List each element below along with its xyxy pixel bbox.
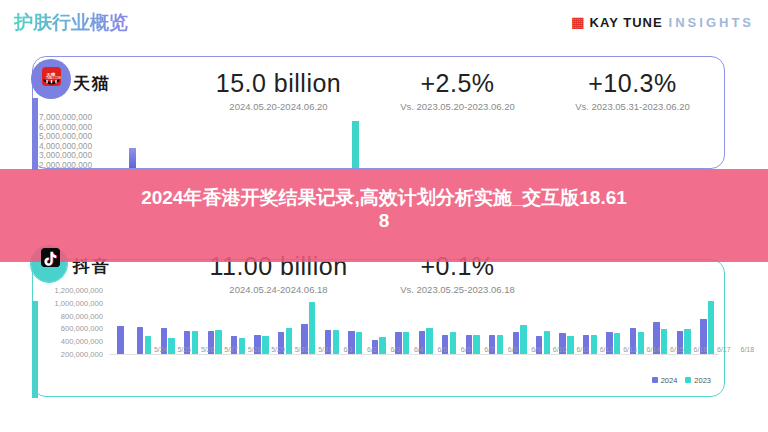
svg-text:天猫: 天猫	[45, 72, 55, 77]
